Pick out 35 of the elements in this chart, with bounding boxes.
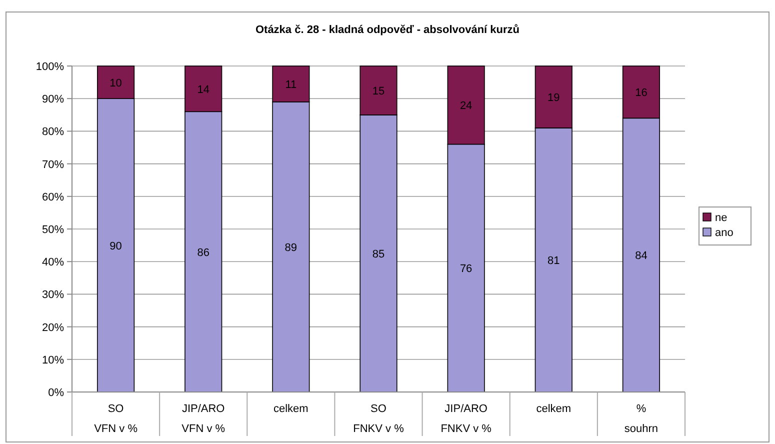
x-tick-label: SO FNKV v % — [353, 403, 404, 435]
y-tick-label: 90% — [42, 94, 64, 106]
data-label: 85 — [372, 248, 385, 260]
data-label: 24 — [460, 100, 472, 112]
chart-title: Otázka č. 28 - kladná odpověď - absolvování kurzů — [255, 24, 520, 36]
x-tick-label: celkem — [274, 403, 308, 415]
data-label: 16 — [635, 87, 648, 100]
y-tick-label: 70% — [42, 158, 64, 171]
x-tick-label: celkem — [536, 403, 572, 415]
y-tick-label: 80% — [42, 126, 64, 138]
x-tick-label: JIP/ARO FNKV v % — [440, 403, 492, 435]
y-tick-label: 20% — [42, 322, 64, 334]
data-label: 76 — [460, 263, 472, 276]
data-label: 86 — [197, 246, 210, 259]
y-tick-label: 30% — [42, 289, 64, 302]
y-tick-label: 40% — [42, 256, 64, 269]
data-label: 15 — [372, 85, 385, 98]
data-label: 14 — [197, 84, 210, 96]
x-tick-label: SO VFN v % — [94, 403, 138, 435]
y-tick-label: 0% — [48, 387, 64, 399]
data-label: 89 — [284, 242, 298, 254]
data-label: 19 — [548, 92, 560, 104]
data-label: 84 — [635, 250, 648, 262]
data-label: 81 — [548, 254, 560, 267]
x-tick-label: JIP/ARO VFN v % — [182, 403, 226, 435]
y-tick-label: 60% — [42, 191, 64, 204]
y-tick-label: 10% — [42, 354, 64, 366]
legend-label: ne — [715, 212, 728, 224]
data-label: 10 — [110, 77, 122, 90]
y-tick-label: 50% — [42, 224, 64, 236]
y-tick-label: 100% — [36, 61, 64, 73]
data-label: 11 — [285, 78, 297, 91]
data-label: 90 — [110, 240, 122, 252]
legend-label: ano — [715, 227, 734, 239]
x-tick-label: % souhrn — [624, 403, 658, 435]
